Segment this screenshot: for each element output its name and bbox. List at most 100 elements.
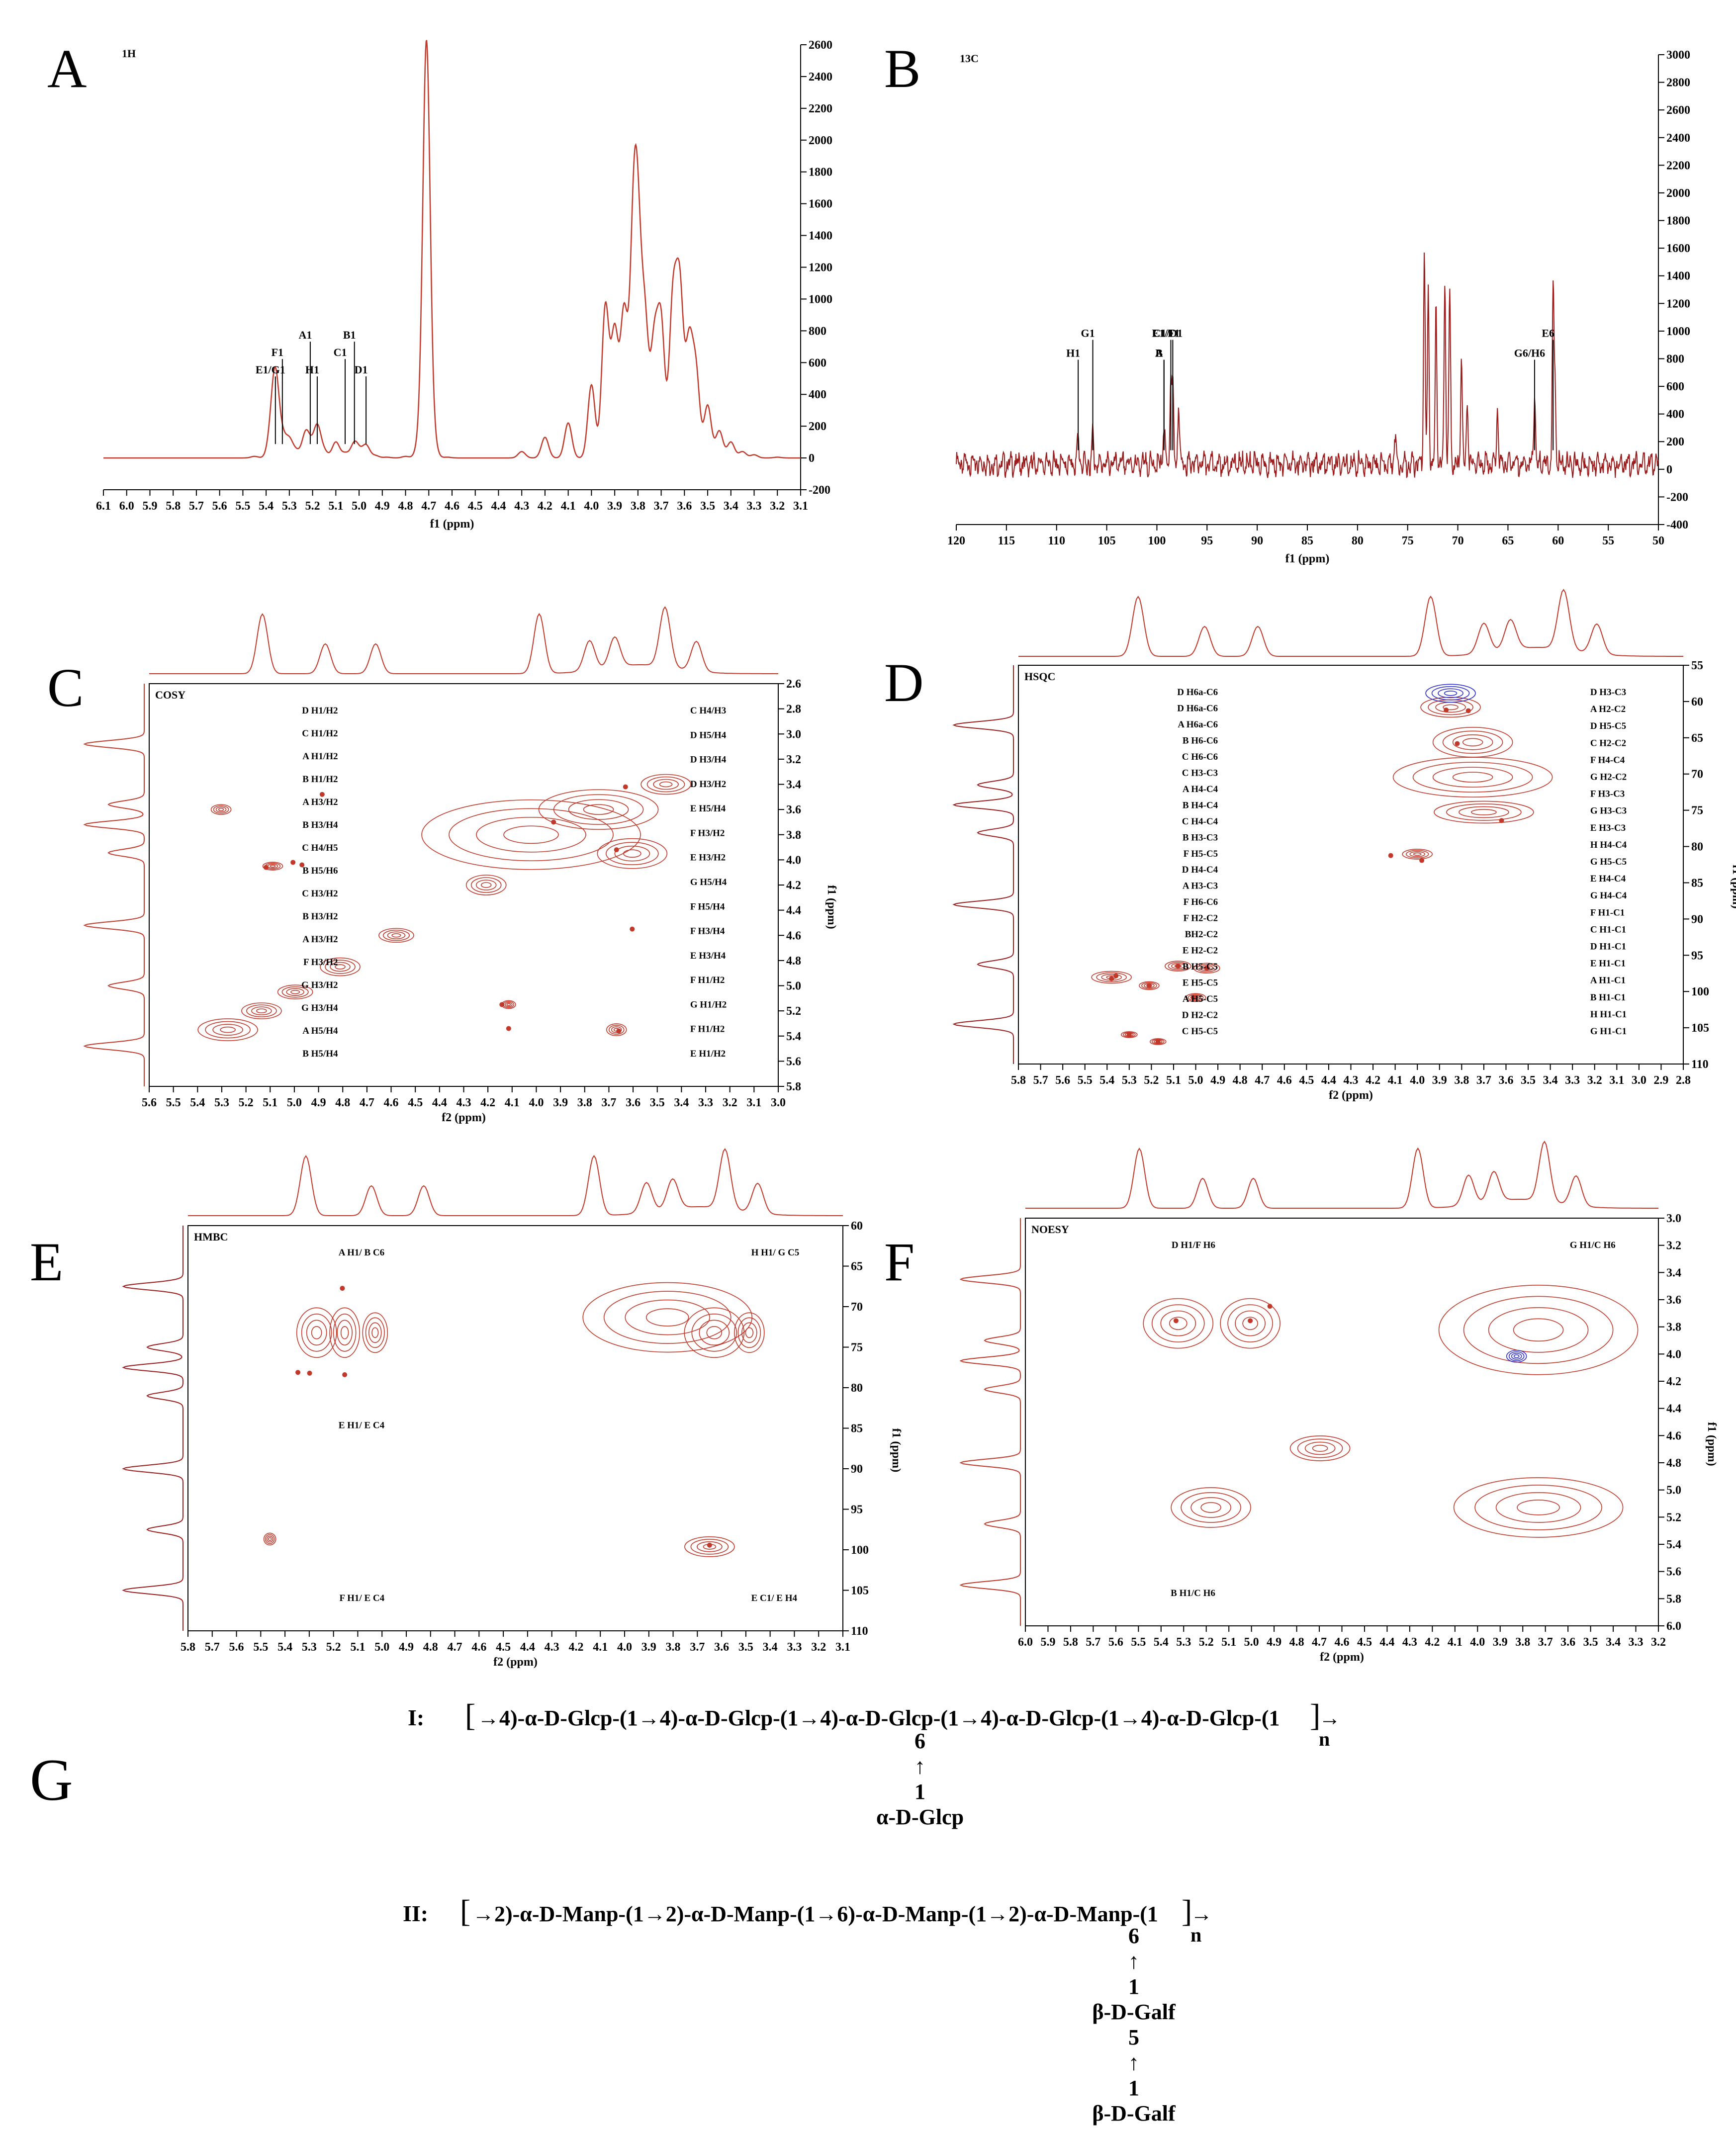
contour (1181, 1492, 1241, 1523)
contour (1474, 1485, 1602, 1530)
peak-point (644, 327, 646, 329)
cross-peak-label: F H1/H2 (690, 975, 725, 985)
contour (470, 877, 502, 893)
x-tick-label: 4.7 (1255, 1074, 1270, 1087)
cross-peak (506, 1026, 511, 1031)
contour (640, 774, 691, 795)
y-tick-label: 4.6 (1666, 1429, 1681, 1442)
x-tick-label: 3.6 (677, 500, 692, 513)
cross-peak-label: B H1/H2 (302, 774, 338, 785)
structure-ii-branch-anomeric: 1 (1128, 1974, 1139, 1999)
cross-peak-label: C H6-C6 (1182, 752, 1218, 762)
y-tick-label: 800 (809, 325, 826, 338)
cross-peak-label: E H1/ E C4 (339, 1421, 385, 1431)
contour (1220, 1298, 1280, 1349)
contour (1200, 1502, 1221, 1513)
x-tick-label: 80 (1352, 534, 1364, 547)
x-tick-label: 5.7 (189, 500, 204, 513)
peak-point (1449, 289, 1451, 291)
x-tick-label: 5.4 (259, 500, 274, 513)
contour (378, 928, 414, 943)
spectrum-type-label: NOESY (1031, 1223, 1069, 1236)
contour (1151, 1304, 1205, 1342)
contour (311, 1326, 322, 1339)
peak-point (374, 454, 376, 456)
contour (625, 1299, 711, 1335)
cross-peak-label: A H3/H2 (302, 797, 338, 807)
y-tick-label: 1800 (1666, 215, 1690, 228)
structure-ii-branch-residue-2: β-D-Galf (1092, 2101, 1176, 2126)
y-tick-label: 2200 (1666, 159, 1690, 172)
cross-peak (1204, 966, 1209, 971)
peak-point (623, 314, 625, 316)
x-axis-label: f2 (ppm) (1320, 1651, 1364, 1664)
x-tick-label: 5.0 (352, 500, 366, 513)
panel-letter: D (884, 652, 923, 713)
cross-peak-label: E H4-C4 (1590, 874, 1626, 884)
x-tick-label: 3.6 (1498, 1074, 1513, 1087)
cross-peak-label: D H5/H4 (690, 730, 727, 740)
y-tick-label: 6.0 (1666, 1620, 1681, 1633)
x-tick-label: 4.9 (375, 500, 390, 513)
y-tick-label: 2.6 (786, 678, 801, 691)
y-tick-label: 2600 (1666, 104, 1690, 117)
contour (684, 1307, 745, 1358)
x-tick-label: 4.8 (335, 1096, 350, 1109)
y-tick-label: 4.6 (786, 929, 801, 942)
y-tick-label: 1600 (1666, 242, 1690, 255)
contour (734, 1312, 765, 1353)
cross-peak-label: F H4-C4 (1590, 755, 1625, 765)
structure-ii-branch-arrow-2: ↑ (1128, 2050, 1139, 2075)
x-tick-label: 3.9 (1493, 1636, 1508, 1649)
cross-peak-label: F H1/H2 (690, 1024, 725, 1035)
contour (476, 816, 586, 853)
y-tick-label: 2400 (1666, 132, 1690, 145)
cross-peak-label: H H1/ G C5 (751, 1247, 800, 1258)
x-tick-label: 4.1 (1388, 1074, 1403, 1087)
panel-g-letter: G (30, 1747, 73, 1813)
cross-peak-label: A H2-C2 (1590, 704, 1626, 714)
x-tick-label: 5.9 (1040, 1636, 1055, 1649)
x-tick-label: 5.1 (263, 1096, 277, 1109)
x-tick-label: 4.3 (1402, 1636, 1417, 1649)
contour (465, 875, 507, 895)
x-tick-label: 3.5 (1583, 1636, 1598, 1649)
cross-peak (1126, 1032, 1132, 1037)
peak-label: B1 (343, 329, 356, 341)
x-tick-label: 5.3 (1176, 1636, 1191, 1649)
x-tick-label: 3.8 (631, 500, 645, 513)
y-tick-label: 5.2 (1666, 1511, 1681, 1524)
y-tick-label: -200 (1666, 491, 1688, 504)
x-tick-label: 5.7 (205, 1641, 220, 1654)
contour (256, 1008, 267, 1013)
peak-point (679, 293, 681, 295)
y-tick-label: 5.6 (1666, 1566, 1681, 1579)
contour (1141, 982, 1157, 989)
x-tick-label: 4.4 (1379, 1636, 1394, 1649)
peak-point (604, 306, 606, 308)
y-tick-label: 70 (1691, 768, 1703, 781)
peak-point (295, 450, 297, 452)
contour (1513, 1354, 1520, 1358)
x-tick-label: 3.9 (607, 500, 622, 513)
cross-peak-label: C H3/H2 (302, 888, 338, 899)
contour (1402, 849, 1433, 860)
cross-peak-label: C H5-C5 (1182, 1026, 1218, 1037)
y-tick-label: 90 (851, 1463, 863, 1476)
peak-point (419, 441, 421, 443)
y-tick-label: 5.0 (786, 980, 801, 993)
structure-ii-label: II: (403, 1901, 429, 1926)
contour (1508, 1351, 1525, 1361)
x-tick-label: 5.3 (1122, 1074, 1137, 1087)
contour (608, 1025, 625, 1035)
x-tick-label: 4.6 (445, 500, 459, 513)
contour (1452, 772, 1493, 783)
contour (306, 1320, 327, 1346)
cross-peak-label: D H5-C5 (1590, 721, 1626, 731)
x-tick-label: 105 (1098, 534, 1116, 547)
panel-c-cosy: C COSY 5.6 5.5 5.4 5.3 5.2 5.1 5.0 4.9 4.8 4.7 4.6 4.… (47, 606, 838, 1124)
plot-frame (149, 683, 779, 1087)
x-tick-label: 4.0 (617, 1641, 632, 1654)
x-tick-label: 75 (1402, 534, 1414, 547)
